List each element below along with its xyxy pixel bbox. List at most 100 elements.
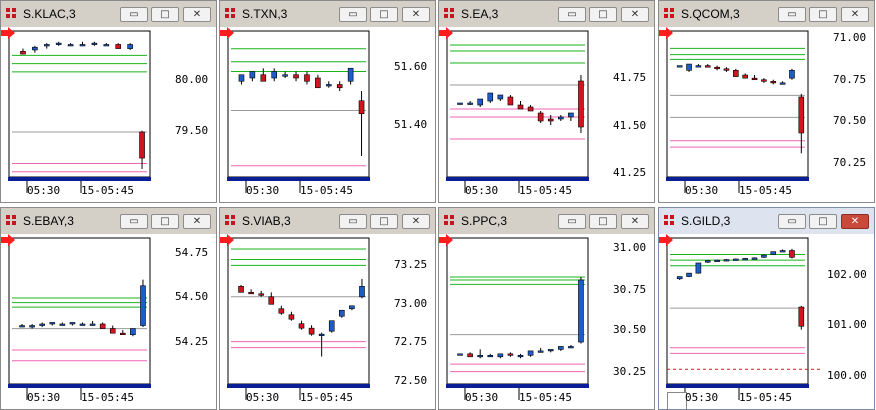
minimize-button[interactable]: ▭ <box>339 214 367 229</box>
candle-body <box>467 353 473 358</box>
plot-frame <box>666 30 809 178</box>
close-button[interactable]: ✕ <box>402 7 430 22</box>
candlestick-chart[interactable] <box>439 234 655 410</box>
red-arrow-right-icon[interactable] <box>220 27 234 39</box>
chart-window-gild[interactable]: S.GILD,3 ▭ □ ✕ 102.00 101.00 100.00 05:3… <box>658 207 875 410</box>
candle-body <box>79 323 86 326</box>
red-arrow-right-icon[interactable] <box>439 234 453 246</box>
candlestick-chart[interactable] <box>659 234 875 410</box>
minimize-icon: ▭ <box>348 9 358 20</box>
candle-body <box>517 104 524 110</box>
chart-window-ebay[interactable]: S.EBAY,3 ▭ □ ✕ 54.75 54.50 54.25 05:30 1… <box>0 207 217 410</box>
close-button[interactable]: ✕ <box>621 214 649 229</box>
candle-body <box>789 250 795 258</box>
red-arrow-right-icon[interactable] <box>659 27 673 39</box>
maximize-button[interactable]: □ <box>151 214 179 229</box>
close-button[interactable]: ✕ <box>183 214 211 229</box>
chart-area[interactable]: 31.00 30.75 30.50 30.25 05:30 15-05:45 <box>439 234 655 410</box>
candle-body <box>55 42 62 45</box>
y-tick-label: 79.50 <box>175 124 209 137</box>
candle-body <box>568 346 574 349</box>
minimize-button[interactable]: ▭ <box>558 7 586 22</box>
candle-body <box>260 74 267 82</box>
chart-window-txn[interactable]: S.TXN,3 ▭ □ ✕ 51.60 51.40 05:30 15-05:45 <box>219 0 436 203</box>
chart-area[interactable]: 41.75 41.50 41.25 05:30 15-05:45 <box>439 27 655 203</box>
close-button[interactable]: ✕ <box>841 7 869 22</box>
candlestick-chart[interactable] <box>1 234 217 410</box>
chart-area[interactable]: 71.00 70.75 70.50 70.25 05:30 15-05:45 <box>659 27 875 203</box>
chart-area[interactable]: 73.25 73.00 72.75 72.50 05:30 15-05:45 <box>220 234 436 410</box>
maximize-button[interactable]: □ <box>589 214 617 229</box>
maximize-button[interactable]: □ <box>151 7 179 22</box>
candle-body <box>527 106 534 112</box>
red-arrow-right-icon[interactable] <box>1 234 15 246</box>
candle-body <box>318 333 325 336</box>
chart-window-ea[interactable]: S.EA,3 ▭ □ ✕ 41.75 41.50 41.25 05:30 15-… <box>438 0 655 203</box>
chart-window-klac[interactable]: S.KLAC,3 ▭ □ ✕ 80.00 79.50 05:30 15-05:4… <box>0 0 217 203</box>
y-tick-label: 102.00 <box>827 268 867 281</box>
red-arrow-right-icon[interactable] <box>659 234 673 246</box>
close-button[interactable]: ✕ <box>841 214 869 229</box>
time-axis-bar <box>446 384 589 388</box>
maximize-button[interactable]: □ <box>370 214 398 229</box>
window-titlebar[interactable]: S.KLAC,3 ▭ □ ✕ <box>1 1 216 27</box>
candlestick-chart[interactable] <box>659 27 875 203</box>
maximize-button[interactable]: □ <box>809 214 837 229</box>
candle-body <box>547 349 554 352</box>
candle-body <box>32 46 38 51</box>
maximize-button[interactable]: □ <box>370 7 398 22</box>
chart-area[interactable]: 102.00 101.00 100.00 05:30 15-05:45 <box>659 234 875 410</box>
close-icon: ✕ <box>630 216 640 227</box>
chart-area[interactable]: 54.75 54.50 54.25 05:30 15-05:45 <box>1 234 217 410</box>
y-tick-label: 54.75 <box>175 246 209 259</box>
minimize-button[interactable]: ▭ <box>778 7 806 22</box>
maximize-button[interactable]: □ <box>589 7 617 22</box>
window-titlebar[interactable]: S.EBAY,3 ▭ □ ✕ <box>1 208 216 234</box>
chart-window-qcom[interactable]: S.QCOM,3 ▭ □ ✕ 71.00 70.75 70.50 70.25 0… <box>658 0 875 203</box>
y-tick-label: 101.00 <box>827 318 867 331</box>
candlestick-chart[interactable] <box>220 234 436 410</box>
candle-body <box>507 96 514 106</box>
minimize-button[interactable]: ▭ <box>778 214 806 229</box>
window-titlebar[interactable]: S.PPC,3 ▭ □ ✕ <box>439 208 654 234</box>
candlestick-chart[interactable] <box>1 27 217 203</box>
candle-body <box>798 306 805 327</box>
close-icon: ✕ <box>850 216 860 227</box>
candle-body <box>676 276 683 280</box>
candle-body <box>770 251 777 255</box>
chart-area[interactable]: 80.00 79.50 05:30 15-05:45 <box>1 27 217 203</box>
candle-body <box>487 355 494 358</box>
window-titlebar[interactable]: S.EA,3 ▭ □ ✕ <box>439 1 654 27</box>
corner-box[interactable] <box>667 392 687 409</box>
close-button[interactable]: ✕ <box>402 214 430 229</box>
x-tick-label: 15-05:45 <box>519 184 572 197</box>
red-arrow-right-icon[interactable] <box>1 27 15 39</box>
minimize-icon: ▭ <box>567 216 577 227</box>
candle-body <box>278 308 285 314</box>
minimize-button[interactable]: ▭ <box>558 214 586 229</box>
chart-area[interactable]: 51.60 51.40 05:30 15-05:45 <box>220 27 436 203</box>
window-title: S.KLAC,3 <box>23 7 76 21</box>
minimize-button[interactable]: ▭ <box>120 214 148 229</box>
minimize-icon: ▭ <box>787 9 797 20</box>
minimize-button[interactable]: ▭ <box>339 7 367 22</box>
candle-body <box>477 98 483 106</box>
candle-body <box>20 51 26 55</box>
red-arrow-right-icon[interactable] <box>220 234 234 246</box>
chart-window-ppc[interactable]: S.PPC,3 ▭ □ ✕ 31.00 30.75 30.50 30.25 05… <box>438 207 655 410</box>
window-titlebar[interactable]: S.QCOM,3 ▭ □ ✕ <box>659 1 874 27</box>
window-titlebar[interactable]: S.GILD,3 ▭ □ ✕ <box>659 208 874 234</box>
close-button[interactable]: ✕ <box>621 7 649 22</box>
maximize-button[interactable]: □ <box>809 7 837 22</box>
red-arrow-right-icon[interactable] <box>439 27 453 39</box>
window-titlebar[interactable]: S.VIAB,3 ▭ □ ✕ <box>220 208 435 234</box>
close-button[interactable]: ✕ <box>183 7 211 22</box>
window-titlebar[interactable]: S.TXN,3 ▭ □ ✕ <box>220 1 435 27</box>
chart-window-viab[interactable]: S.VIAB,3 ▭ □ ✕ 73.25 73.00 72.75 72.50 0… <box>219 207 436 410</box>
candlestick-chart[interactable] <box>220 27 436 203</box>
candle-body <box>308 327 315 335</box>
minimize-icon: ▭ <box>348 216 358 227</box>
candle-body <box>109 328 116 334</box>
minimize-button[interactable]: ▭ <box>120 7 148 22</box>
candlestick-chart[interactable] <box>439 27 655 203</box>
